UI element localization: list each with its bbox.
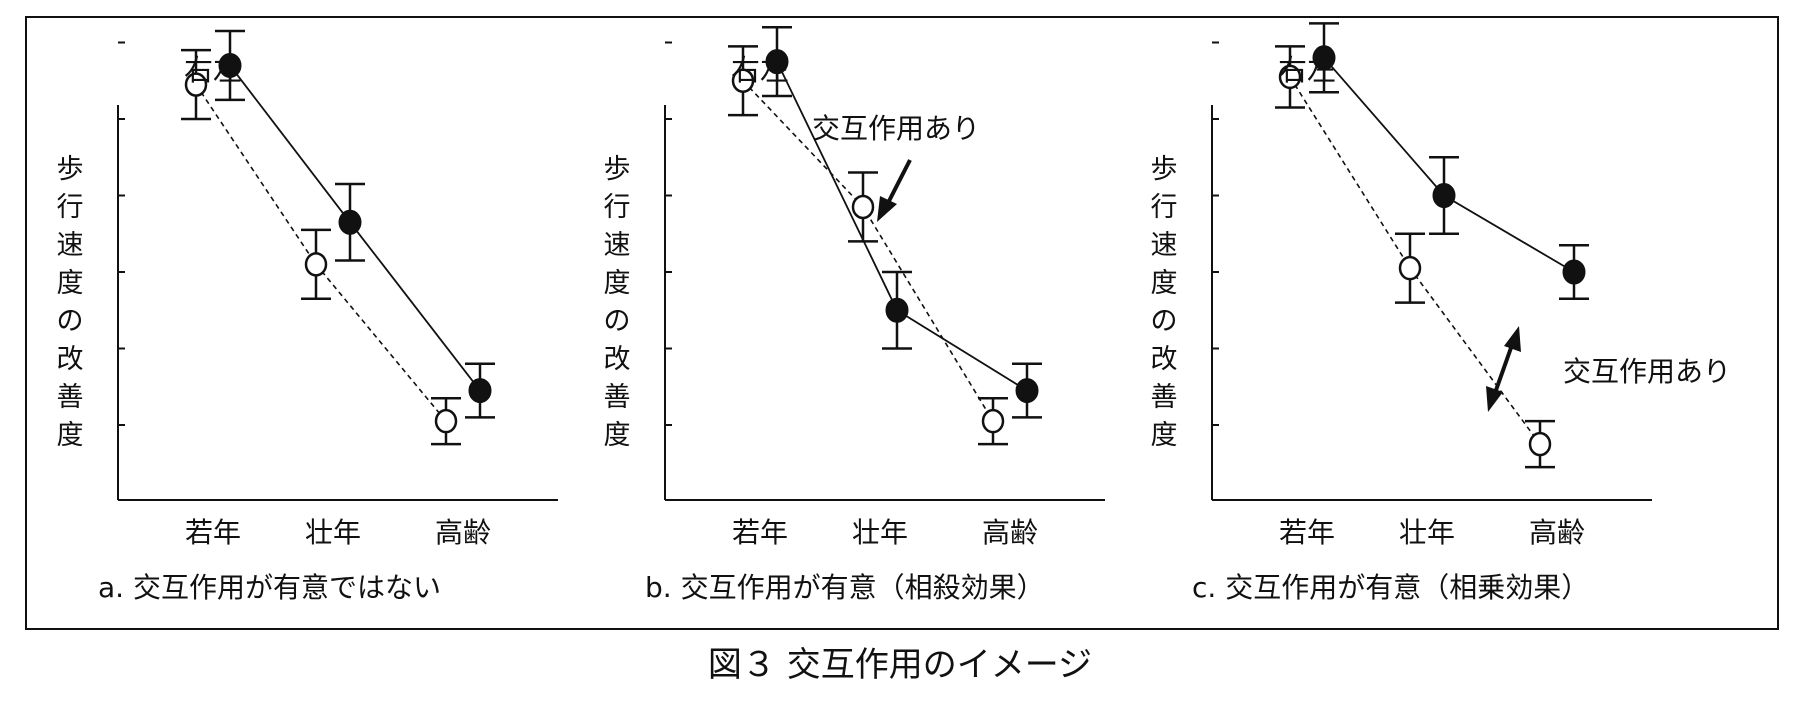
data-point-right [468,378,492,404]
data-point-left [851,194,875,220]
x-tick-label: 高齢 [435,516,491,549]
panel-caption: a. 交互作用が有意ではない [98,571,441,604]
data-point-left [1278,64,1302,90]
panel-caption: b. 交互作用が有意（相殺効果） [645,571,1045,604]
data-point-right [218,52,242,78]
annotation-text: 交互作用あり [1563,355,1731,388]
series-line-left [195,84,447,422]
figure-caption: 図３ 交互作用のイメージ [707,645,1093,685]
data-point-left [1528,431,1552,457]
y-axis-label: 歩行速度の改善度 [57,154,84,451]
pair-label: 右左 [731,53,789,87]
annotation-arrow [886,159,912,204]
data-point-right [1562,259,1586,285]
figure-frame [25,16,1779,630]
y-axis-label: 歩行速度の改善度 [1151,154,1178,451]
data-point-left [434,408,458,434]
x-tick-label: 壮年 [305,516,361,549]
annotation-arrowhead [1486,386,1503,412]
data-point-left [184,72,208,97]
annotation-arrowhead [877,196,897,222]
data-point-right [1432,183,1456,208]
panel-caption: c. 交互作用が有意（相乗効果） [1192,571,1589,604]
pair-label: 右左 [1278,53,1336,87]
x-tick-label: 若年 [185,516,241,549]
x-tick-label: 高齢 [1529,516,1585,549]
x-tick-label: 若年 [732,516,788,549]
data-point-right [338,209,362,235]
x-tick-label: 若年 [1279,516,1335,549]
x-tick-label: 壮年 [1399,516,1455,549]
x-tick-label: 壮年 [852,516,908,549]
data-point-right [1312,45,1336,71]
annotation-arrow [1493,344,1514,394]
x-tick-label: 高齢 [982,516,1038,549]
data-point-left [1398,255,1422,281]
data-point-right [765,49,789,75]
annotation-text: 交互作用あり [812,112,980,145]
y-axis-label: 歩行速度の改善度 [604,154,631,451]
data-point-left [981,408,1005,434]
data-point-left [731,68,755,93]
series-line-right [776,61,1028,392]
annotation-arrowhead [1504,326,1521,352]
data-point-left [304,252,328,277]
data-point-right [885,297,909,323]
series-line-right [1323,57,1575,273]
data-point-right [1015,378,1039,404]
pair-label: 右左 [184,53,242,87]
